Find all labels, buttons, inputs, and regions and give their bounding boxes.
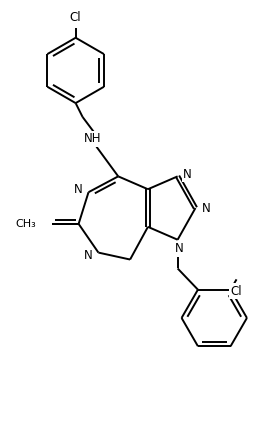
- Text: N: N: [183, 168, 192, 181]
- Text: N: N: [84, 249, 93, 262]
- Text: NH: NH: [84, 132, 101, 145]
- Text: N: N: [74, 183, 83, 196]
- Text: N: N: [175, 242, 184, 255]
- Text: N: N: [202, 201, 211, 215]
- Text: Cl: Cl: [231, 285, 242, 298]
- Text: CH₃: CH₃: [15, 219, 36, 229]
- Text: Cl: Cl: [70, 11, 81, 25]
